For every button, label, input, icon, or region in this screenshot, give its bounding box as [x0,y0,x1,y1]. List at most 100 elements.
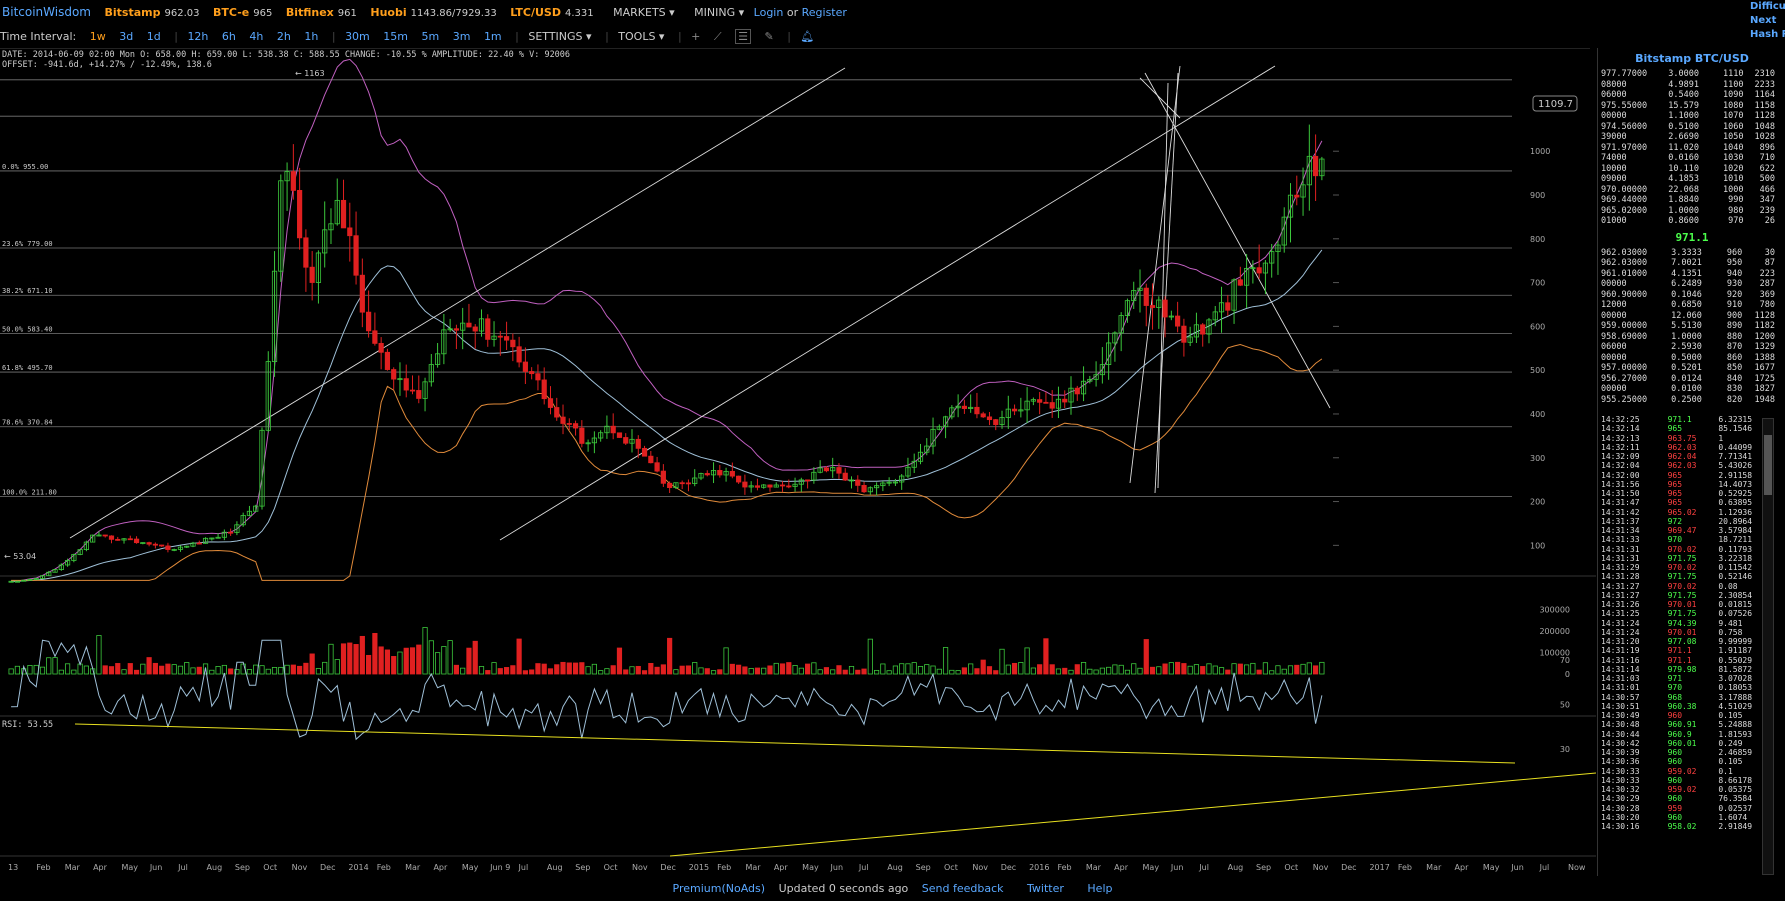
candle-body [541,379,547,400]
candle-body [861,485,867,493]
login-link[interactable]: Login [753,6,784,19]
tools-menu[interactable]: TOOLS ▾ [618,30,665,43]
price-axis-label: 200 [1530,498,1545,507]
candle-body [397,378,403,381]
bb-middle-line [11,249,1323,582]
scrollbar-thumb[interactable] [1764,435,1772,495]
volume-bar [1118,664,1124,675]
next-link[interactable]: Next [1750,15,1777,26]
bid-row-cell: 959.00000 [1601,321,1648,331]
ask-row: 06000 0.5400 1090 1164 [1600,90,1776,101]
register-link[interactable]: Register [801,6,847,19]
volume-bar [892,665,899,675]
trade-cell: 14:32:04 [1601,461,1640,471]
ask-row: 974.56000 0.5100 1060 1048 [1600,122,1776,133]
interval-1d[interactable]: 1d [146,30,161,43]
line-icon[interactable]: ⟋ [713,30,722,43]
trade-cell: 0.55029 [1718,655,1753,665]
interval-1m[interactable]: 1m [483,30,502,43]
candle-body [685,482,692,485]
candle-body [497,335,503,338]
trade-cell: 20.8964 [1718,516,1753,526]
trade-cell: 14:32:14 [1601,424,1640,434]
candle-body [46,571,52,577]
candle-body [1287,194,1294,218]
candle-body [1024,400,1030,411]
interval-2h[interactable]: 2h [276,30,291,43]
x-axis-label: Nov [632,863,648,872]
trade-cell: 14:30:16 [1601,822,1640,831]
exchange-huobi[interactable]: Huobi [370,6,407,19]
candle-body [554,407,560,418]
send-feedback-link[interactable]: Send feedback [921,882,1004,895]
interval-12h[interactable]: 12h [187,30,209,43]
interval-15m[interactable]: 15m [383,30,408,43]
exchange-bitstamp[interactable]: Bitstamp [104,6,161,19]
premium-link[interactable]: Premium(NoAds) [672,882,766,895]
pencil-icon[interactable]: ✎ [764,30,774,43]
trades-scrollbar[interactable] [1762,418,1774,875]
candle-body [422,381,428,399]
trade-cell: 0.05375 [1718,785,1753,794]
difficulty-link[interactable]: Difficu [1750,1,1785,12]
trade-row: 14:32:00 965 2.91158 [1600,471,1776,480]
bid-row-cell: 1329 [1754,342,1775,352]
trade-cell: 0.758 [1718,627,1743,637]
interval-1w[interactable]: 1w [89,30,106,43]
exchange-btce[interactable]: BTC-e [212,6,250,19]
horizontal-line-icon[interactable]: ☰ [735,29,751,44]
volume-bar [1093,669,1099,675]
ask-row-cell: 622 [1759,163,1775,174]
x-axis-label: Sep [575,863,590,872]
candle-body [1262,262,1269,274]
help-link[interactable]: Help [1087,882,1113,895]
ask-row-cell: 1090 [1723,90,1744,100]
trade-cell: 971 [1667,674,1683,683]
trade-cell: 0.08 [1718,581,1738,591]
volume-bar [704,668,710,675]
candle-body [253,505,259,512]
trade-cell: 14:30:28 [1601,803,1640,813]
volume-bar [541,663,547,675]
interval-5m[interactable]: 5m [421,30,440,43]
exchange-bitfinex[interactable]: Bitfinex [285,6,334,19]
volume-bar [83,665,89,675]
volume-bar [516,638,522,675]
trade-row: 14:30:32 959.02 0.05375 [1600,785,1776,794]
x-axis-label: Nov [292,863,308,872]
interval-6h[interactable]: 6h [221,30,236,43]
trade-cell: 970.01 [1667,627,1697,637]
bell-icon[interactable]: 🔔︎ [800,30,815,43]
volume-bar [635,665,641,675]
candle-body [830,467,836,472]
trade-cell: 962.03 [1667,461,1697,471]
volume-bar [1024,647,1030,675]
bid-row-cell: 0.6850 [1671,300,1702,310]
bid-row-cell: 962.03000 [1601,258,1648,268]
hashrate-link[interactable]: Hash R [1750,29,1785,40]
trade-cell: 0.18053 [1718,683,1753,693]
trade-row: 14:31:25 971.75 0.07526 [1600,609,1776,618]
plus-icon[interactable]: + [691,30,701,43]
mining-menu[interactable]: MINING ▾ [694,6,745,19]
candle-body [968,406,974,409]
volume-bar [867,638,873,675]
markets-menu[interactable]: MARKETS ▾ [613,6,675,19]
bid-row-cell: 850 [1726,363,1743,373]
interval-30m[interactable]: 30m [345,30,370,43]
interval-4h[interactable]: 4h [249,30,264,43]
volume-bar [717,669,723,675]
interval-3m[interactable]: 3m [452,30,471,43]
candle-body [102,534,108,537]
candle-body [1269,251,1275,264]
settings-menu[interactable]: SETTINGS ▾ [528,30,592,43]
exchange-ltcusd[interactable]: LTC/USD [510,6,561,19]
twitter-link[interactable]: Twitter [1027,882,1064,895]
interval-1h[interactable]: 1h [304,30,319,43]
volume-bar [629,666,635,675]
x-axis-label: Aug [547,863,563,872]
interval-3d[interactable]: 3d [119,30,134,43]
candle-body [516,346,522,363]
price-chart-area[interactable]: 0.0% 955.00 23.6% 779.00 38.2% 671.10 50.0%… [0,48,1596,876]
brand-logo[interactable]: BitcoinWisdom [2,5,91,19]
